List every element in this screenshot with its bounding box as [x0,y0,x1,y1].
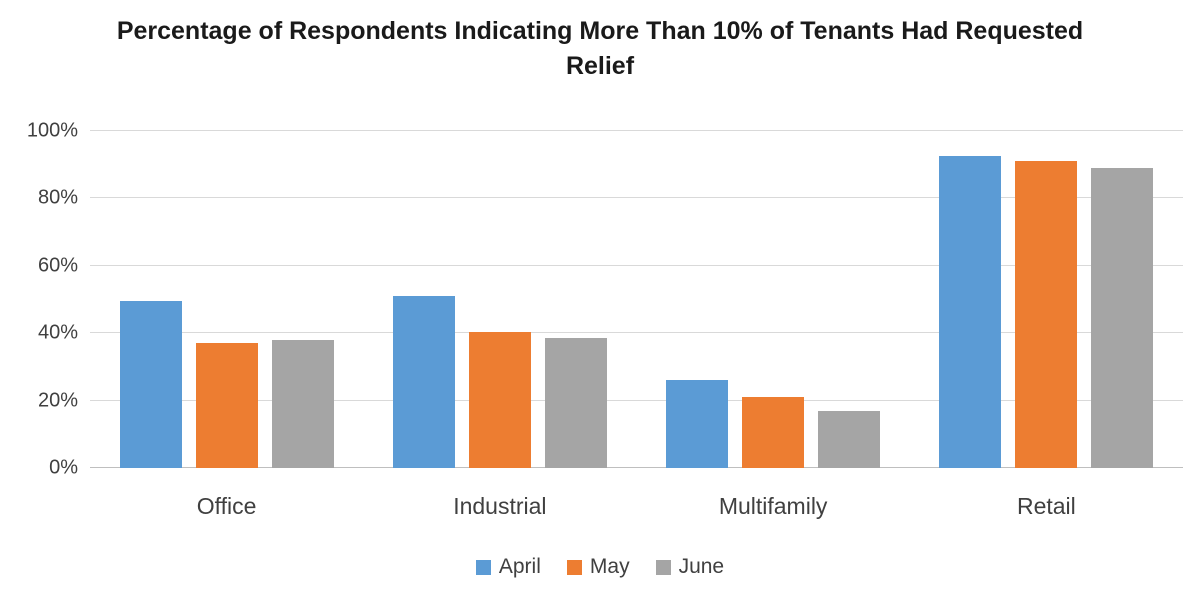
y-tick-label: 100% [26,119,78,142]
legend-item-april: April [475,555,541,579]
legend-swatch-april [475,559,491,575]
gridlines [90,130,1183,468]
legend-swatch-june [655,559,671,575]
bar-april-office [119,301,182,468]
legend-swatch-may [566,559,582,575]
legend-label-april: April [498,555,541,578]
x-axis-line [90,467,1183,468]
plot-area [90,130,1183,468]
x-axis-label-industrial: Industrial [453,493,547,519]
y-axis-labels: 0% 20% 40% 60% 80% 100% [0,120,78,479]
bar-may-retail [1015,161,1078,468]
gridline [90,197,1183,199]
gridline [90,264,1183,266]
x-axis-label-retail: Retail [1016,493,1076,519]
chart-title: Percentage of Respondents Indicating Mor… [116,17,1084,80]
legend-item-may: May [566,555,630,579]
y-tick-label: 60% [37,254,78,277]
category-group-multifamily [637,131,910,468]
bar-june-multifamily [818,410,881,468]
bar-may-multifamily [742,397,805,468]
bar-april-industrial [392,296,455,468]
bar-group [659,131,887,468]
bar-group [932,131,1160,468]
legend-label-june: June [678,555,725,578]
bar-group [113,131,341,468]
y-tick-label: 20% [37,389,78,412]
legend: April May June [0,555,1200,579]
bar-group [386,131,614,468]
x-axis-labels: Office Industrial Multifamily Retail [90,493,1183,520]
bar-may-industrial [468,331,531,468]
y-tick-label: 40% [37,321,78,344]
y-tick-label: 80% [37,186,78,209]
gridline [90,130,1183,131]
bar-may-office [195,343,258,468]
legend-label-may: May [589,555,630,578]
bar-june-office [271,339,334,468]
bar-april-retail [939,156,1002,468]
x-axis-label-office: Office [196,493,257,519]
legend-item-june: June [655,555,725,579]
category-group-retail [910,131,1183,468]
gridline [90,399,1183,401]
category-group-office [90,131,363,468]
bars-area [90,131,1183,468]
bar-june-industrial [544,338,607,468]
y-tick-label: 0% [49,456,78,479]
bar-april-multifamily [666,380,729,468]
bar-june-retail [1091,168,1154,468]
category-group-industrial [363,131,636,468]
gridline [90,332,1183,334]
x-axis-label-multifamily: Multifamily [718,493,828,519]
